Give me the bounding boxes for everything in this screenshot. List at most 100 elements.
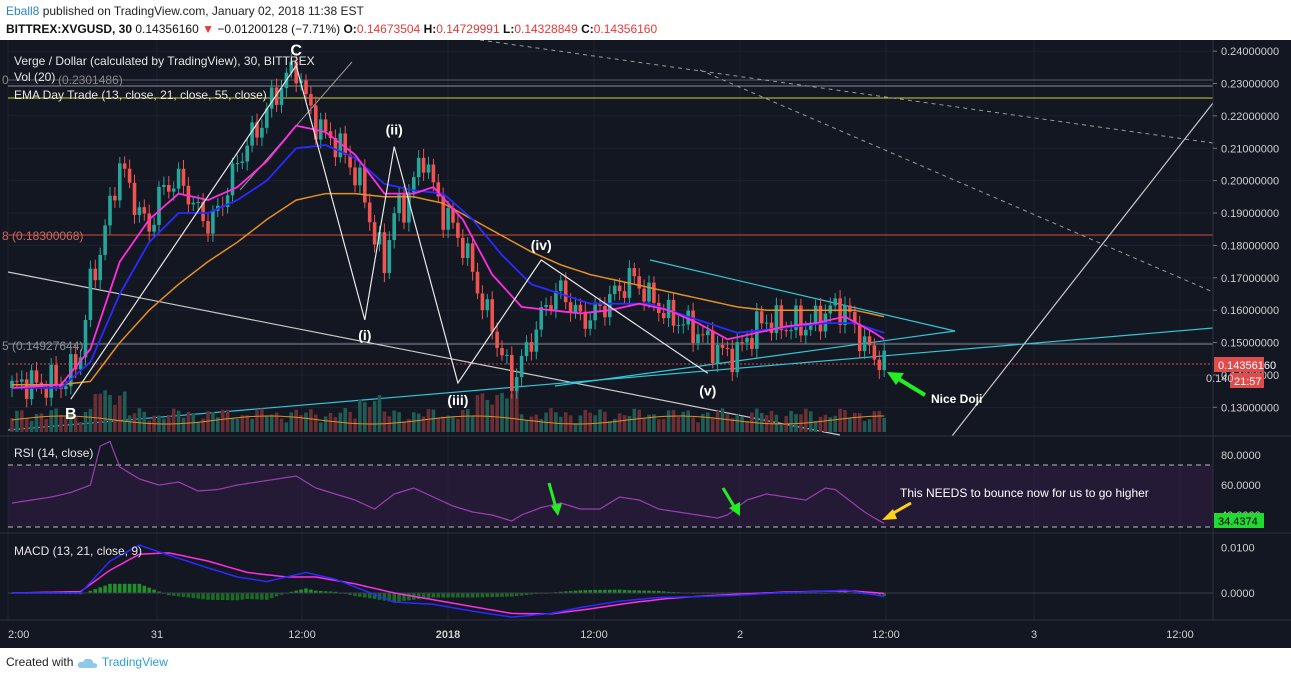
- volume-bar-145: [720, 408, 725, 432]
- macd-axis[interactable]: 0.0100 0.0000: [1221, 542, 1255, 600]
- volume-bar-36: [186, 411, 191, 432]
- price-tick-label-4: 0.20000000: [1221, 176, 1279, 188]
- volume-bar-168: [833, 415, 837, 432]
- volume-bar-8: [49, 410, 53, 432]
- volume-bar-87: [436, 417, 441, 432]
- volume-bar-19: [103, 390, 107, 432]
- macd-hist-bar-98: [490, 592, 494, 598]
- trendline-white-desc: [7, 271, 841, 436]
- candle-body-137: [681, 324, 686, 326]
- volume-bar-142: [706, 412, 710, 432]
- volume-bar-66: [333, 417, 338, 432]
- macd-hist-bar-90: [451, 592, 455, 598]
- macd-hist-bar-69: [348, 592, 352, 595]
- candle-body-13: [73, 354, 78, 370]
- volume-bar-47: [240, 415, 245, 432]
- macd-hist-bar-19: [103, 585, 107, 593]
- time-axis[interactable]: 2:00 31 12:00 2018 12:00 2 12:00 3 12:00: [8, 629, 1194, 641]
- fib-label-low: (0.14927644): [12, 339, 83, 353]
- volume-bar-57: [289, 412, 294, 432]
- volume-bar-46: [235, 418, 240, 432]
- price-axis[interactable]: 0.24000000 0.23000000 0.22000000 0.21000000…: [1213, 46, 1279, 414]
- macd-hist-bar-119: [593, 589, 597, 593]
- volume-bar-0: [10, 418, 14, 432]
- macd-hist-bar-22: [118, 583, 122, 593]
- candle-body-169: [838, 298, 842, 325]
- candle-body-104: [519, 356, 524, 378]
- trendline-dashed-1: [479, 39, 1214, 144]
- macd-tick-label-0: 0.0100: [1221, 542, 1255, 554]
- volume-bar-10: [59, 415, 63, 432]
- candle-body-75: [377, 232, 382, 245]
- author-link[interactable]: Eball8: [6, 4, 40, 18]
- candle-body-7: [44, 387, 49, 398]
- volume-bar-124: [617, 413, 622, 432]
- tradingview-link[interactable]: TradingView: [101, 655, 168, 669]
- candle-body-3: [24, 379, 29, 399]
- candle-body-91: [456, 222, 460, 238]
- volume-bar-70: [353, 418, 357, 432]
- published-text: published on TradingView.com, January 02…: [42, 4, 364, 18]
- volume-bar-80: [402, 421, 406, 432]
- macd-hist-bar-105: [524, 592, 529, 596]
- candle-body-112: [559, 280, 563, 292]
- candle-body-86: [431, 164, 436, 183]
- volume-bar-6: [39, 413, 44, 432]
- close-label: C:: [581, 22, 594, 36]
- candle-body-110: [549, 305, 553, 310]
- volume-bar-150: [745, 421, 749, 432]
- volume-bar-172: [853, 412, 857, 432]
- candle-body-162: [804, 329, 808, 336]
- fib-label-top: (0.2301486): [58, 73, 123, 87]
- volume-bar-69: [348, 411, 352, 432]
- candle-body-39: [201, 201, 205, 222]
- macd-hist-bar-16: [88, 590, 93, 593]
- volume-bar-61: [309, 409, 313, 432]
- volume-bar-95: [475, 395, 480, 432]
- tradingview-cloud-icon: [77, 657, 99, 669]
- candle-body-111: [554, 291, 558, 310]
- chart-svg[interactable]: Verge / Dollar (calculated by TradingVie…: [0, 39, 1291, 648]
- candle-body-129: [642, 288, 646, 302]
- chart-area[interactable]: Verge / Dollar (calculated by TradingVie…: [0, 39, 1291, 648]
- price-tick-label-3: 0.21000000: [1221, 143, 1279, 155]
- volume-bar-126: [627, 416, 632, 432]
- wave-label-i: (i): [358, 327, 371, 343]
- candle-body-159: [789, 330, 793, 332]
- volume-bar-86: [431, 409, 436, 432]
- volume-bar-100: [500, 392, 504, 432]
- macd-hist-bar-41: [211, 592, 215, 600]
- volume-bar-106: [529, 416, 534, 432]
- candle-body-54: [274, 87, 279, 105]
- macd-hist-bar-51: [260, 592, 264, 600]
- macd-hist-bar-85: [426, 592, 431, 599]
- candle-body-149: [740, 342, 744, 344]
- volume-bar-138: [686, 410, 690, 432]
- candle-body-44: [225, 195, 230, 207]
- candle-body-30: [157, 186, 161, 225]
- candle-body-38: [196, 201, 200, 203]
- wave-label-b: B: [65, 406, 77, 423]
- candle-body-11: [64, 386, 68, 390]
- candle-body-16: [88, 268, 93, 320]
- candle-body-97: [485, 299, 490, 311]
- macd-hist-bar-52: [265, 592, 269, 600]
- change-down-icon: ▼: [202, 22, 215, 36]
- macd-hist-bar-120: [598, 589, 602, 593]
- candle-body-81: [407, 192, 411, 223]
- candle-body-52: [265, 108, 269, 128]
- volume-bar-26: [137, 408, 142, 432]
- candle-body-150: [745, 337, 749, 343]
- volume-bar-103: [514, 390, 519, 432]
- macd-hist-bar-131: [652, 590, 656, 593]
- time-tick-label-6: 12:00: [872, 629, 900, 641]
- candle-body-40: [206, 221, 210, 234]
- doji-arrow-shaft: [895, 376, 927, 397]
- rsi-arrow-3-icon: [882, 509, 897, 520]
- macd-hist-bar-40: [206, 592, 210, 600]
- volume-bar-98: [490, 404, 494, 432]
- candle-body-89: [446, 207, 450, 230]
- macd-hist-bar-114: [568, 591, 573, 593]
- macd-hist-bar-42: [216, 592, 220, 600]
